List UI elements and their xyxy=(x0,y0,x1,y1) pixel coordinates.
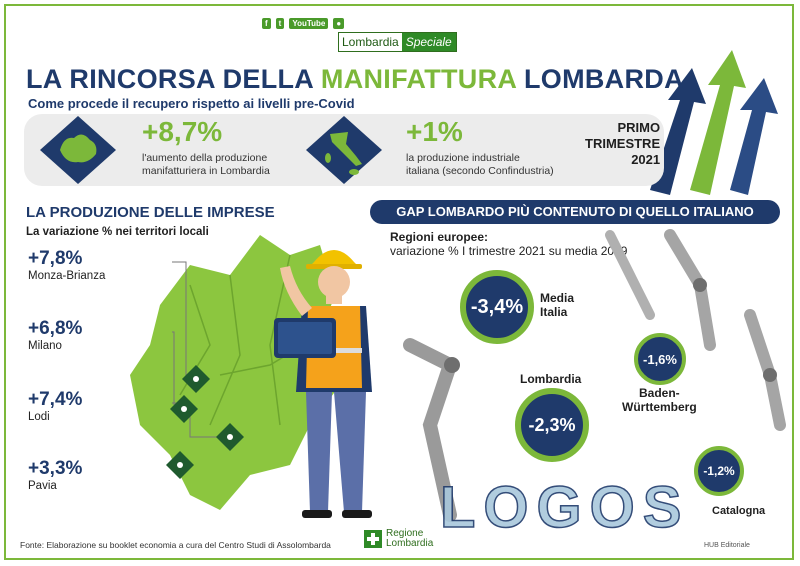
imprese-heading: LA PRODUZIONE DELLE IMPRESE xyxy=(26,204,275,221)
lodi-name: Lodi xyxy=(28,411,50,423)
milano-value: +6,8% xyxy=(28,318,83,339)
period-line3: 2021 xyxy=(631,152,661,167)
regioni-subheading: variazione % I trimestre 2021 su media 2… xyxy=(390,244,628,258)
social-icons: f t YouTube ● xyxy=(262,18,345,29)
italia-desc-line2: italiana (secondo Confindustria) xyxy=(406,165,554,177)
page-title: LA RINCORSA DELLA MANIFATTURA LOMBARDA xyxy=(26,64,684,95)
lodi-value: +7,4% xyxy=(28,389,83,410)
lombardia-map-graphic xyxy=(130,235,340,510)
italia-badge-icon xyxy=(306,116,382,184)
lombardia-badge-icon xyxy=(40,116,116,184)
worker-illustration xyxy=(274,250,372,518)
growth-arrows-graphic xyxy=(650,50,778,195)
catalogna-label: Catalogna xyxy=(712,505,766,517)
title-part3: LOMBARDA xyxy=(524,64,684,94)
instagram-icon[interactable]: ● xyxy=(333,18,345,29)
period-line2: TRIMESTRE xyxy=(585,136,661,151)
regione-cross-icon xyxy=(364,530,382,548)
catalogna-bubble: -1,2% xyxy=(694,446,744,496)
twitter-icon[interactable]: t xyxy=(275,18,285,29)
italia-desc-line1: la produzione industriale xyxy=(406,152,520,164)
title-part2: MANIFATTURA xyxy=(320,64,517,94)
lombardia-desc-line1: l'aumento della produzione xyxy=(142,152,268,164)
regioni-heading: Regioni europee: xyxy=(390,230,489,244)
media-label-line2: Italia xyxy=(540,305,568,319)
baden-label-line2: Württemberg xyxy=(622,400,697,414)
gap-banner: GAP LOMBARDO PIÙ CONTENUTO DI QUELLO ITA… xyxy=(370,200,780,224)
youtube-icon[interactable]: YouTube xyxy=(289,18,329,29)
imprese-item-milano: +6,8% Milano xyxy=(28,318,82,352)
italia-desc: la produzione industriale italiana (seco… xyxy=(406,152,554,178)
brand-right: Speciale xyxy=(401,33,456,51)
imprese-item-pavia: +3,3% Pavia xyxy=(28,458,82,492)
lombardia-value: +8,7% xyxy=(142,116,223,147)
media-italia-label: Media Italia xyxy=(540,291,574,319)
lombardia-label: Lombardia xyxy=(520,372,582,386)
regione-text: Regione Lombardia xyxy=(386,529,433,549)
green-border xyxy=(4,4,794,560)
milano-name: Milano xyxy=(28,340,62,352)
pavia-value: +3,3% xyxy=(28,458,83,479)
media-label-line1: Media xyxy=(540,291,575,305)
period-line1: PRIMO xyxy=(617,120,661,135)
brand-left: Lombardia xyxy=(339,33,402,51)
source-note: Fonte: Elaborazione su booklet economia … xyxy=(20,540,331,550)
imprese-item-lodi: +7,4% Lodi xyxy=(28,389,82,423)
brand-logo: Lombardia Speciale xyxy=(338,32,457,52)
monza-name: Monza-Brianza xyxy=(28,270,106,282)
media-italia-bubble: -3,4% xyxy=(460,270,534,344)
imprese-item-monza: +7,8% Monza-Brianza xyxy=(28,248,105,282)
baden-label-line1: Baden- xyxy=(639,386,680,400)
logos-watermark: LOGOS xyxy=(439,474,690,541)
italia-value: +1% xyxy=(406,116,463,147)
imprese-subheading: La variazione % nei territori locali xyxy=(26,226,209,238)
facebook-icon[interactable]: f xyxy=(262,18,271,29)
baden-label: Baden- Württemberg xyxy=(622,386,697,414)
monza-value: +7,8% xyxy=(28,248,83,269)
pavia-name: Pavia xyxy=(28,480,57,492)
baden-bubble: -1,6% xyxy=(634,333,686,385)
hub-editoriale: HUB Editoriale xyxy=(704,542,750,549)
period-label: PRIMO TRIMESTRE 2021 xyxy=(585,120,660,168)
page-subtitle: Come procede il recupero rispetto ai liv… xyxy=(28,96,355,111)
lombardia-bubble: -2,3% xyxy=(515,388,589,462)
lombardia-desc: l'aumento della produzione manifatturier… xyxy=(142,152,270,178)
regione-lombardia-logo: Regione Lombardia xyxy=(364,529,433,549)
regione-line1: Regione xyxy=(386,528,424,539)
title-part1: LA RINCORSA DELLA xyxy=(26,64,314,94)
lombardia-desc-line2: manifatturiera in Lombardia xyxy=(142,165,270,177)
regione-line2: Lombardia xyxy=(386,538,434,549)
robot-arms-graphic xyxy=(403,229,786,522)
